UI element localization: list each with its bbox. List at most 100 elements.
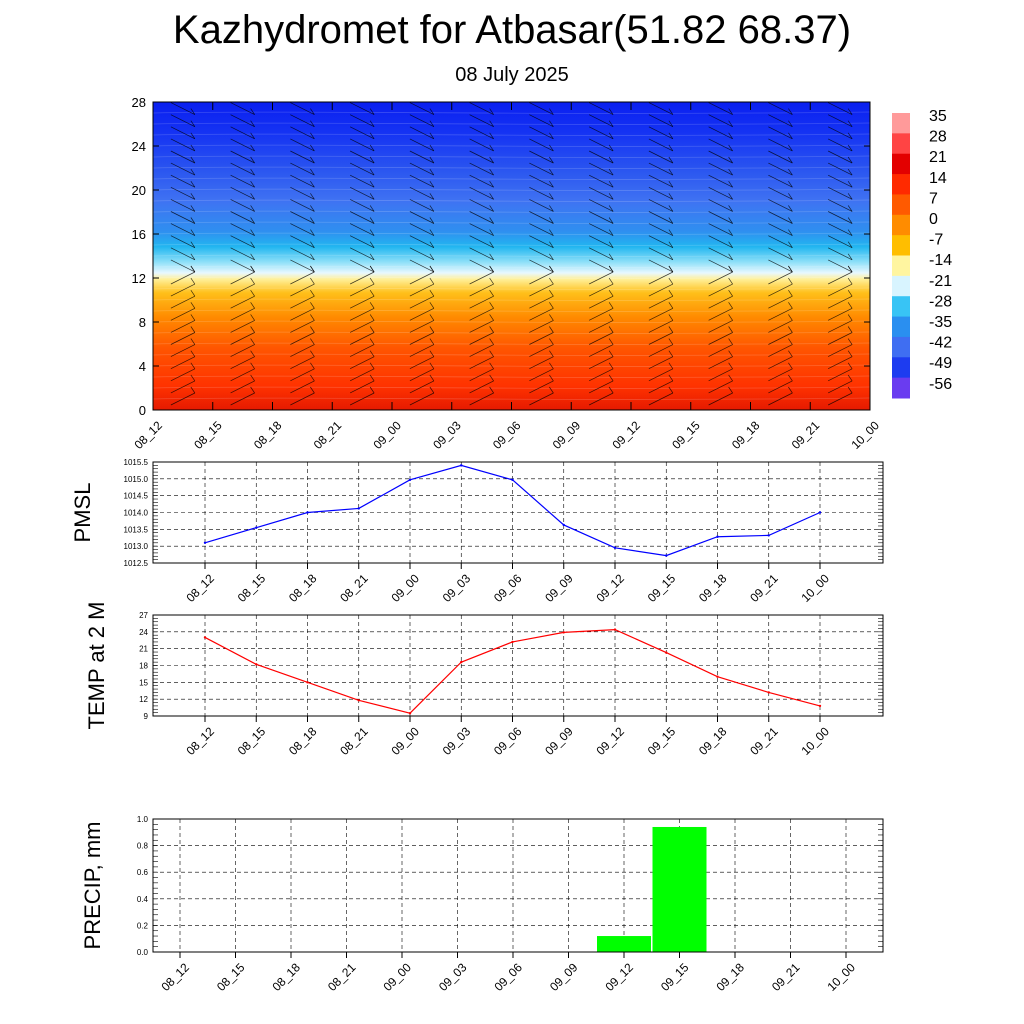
- wind-barb-flag: [429, 241, 435, 248]
- wind-barb: [469, 126, 494, 140]
- wind-barb: [290, 235, 315, 249]
- wind-barb: [409, 392, 435, 406]
- wind-barb: [648, 162, 674, 176]
- wind-barb: [708, 223, 733, 236]
- wind-barb: [290, 126, 315, 140]
- wind-barb: [409, 271, 435, 285]
- wind-barb: [827, 320, 853, 333]
- contour-line: [152, 364, 871, 367]
- wind-barb: [529, 102, 554, 115]
- wind-barb: [409, 223, 435, 236]
- x-tick-label: 08_21: [311, 418, 345, 452]
- wind-barb-flag: [788, 181, 793, 188]
- wind-barb: [708, 283, 733, 297]
- wind-barb-flag: [728, 386, 733, 394]
- x-tick-label: 09_00: [380, 960, 414, 994]
- wind-barb-flag: [668, 132, 674, 139]
- wind-barb: [588, 259, 614, 273]
- wind-barb-flag: [847, 193, 853, 200]
- wind-barb-flag: [310, 217, 315, 224]
- wind-barb: [349, 271, 375, 285]
- colorbar-swatch: [892, 316, 910, 338]
- colorbar-label: -49: [929, 355, 952, 372]
- wind-barb: [529, 392, 554, 406]
- wind-barb-flag: [369, 144, 375, 152]
- wind-barb-flag: [369, 302, 375, 309]
- temp-point: [613, 628, 617, 631]
- wind-barb-flag: [310, 386, 315, 394]
- wind-barb-flag: [788, 205, 793, 212]
- temp-point: [255, 663, 258, 666]
- colorbar-swatch: [892, 377, 910, 399]
- wind-barb: [588, 174, 614, 188]
- wind-barb-flag: [190, 362, 196, 369]
- wind-barb: [708, 150, 733, 164]
- wind-barb: [768, 138, 793, 152]
- y-tick-label: 1013.0: [124, 542, 149, 551]
- wind-barb-flag: [668, 217, 674, 224]
- wind-barb-flag: [310, 168, 315, 176]
- wind-barb-flag: [549, 193, 554, 200]
- wind-barb-flag: [429, 386, 435, 394]
- wind-barb: [588, 332, 614, 345]
- colorbar-swatch: [892, 133, 910, 155]
- wind-barb-flag: [788, 168, 793, 176]
- wind-barb: [469, 320, 494, 333]
- wind-barb-flag: [788, 108, 793, 115]
- colorbar-label: 7: [929, 190, 938, 207]
- wind-barb-flag: [847, 302, 853, 309]
- wind-barb: [529, 235, 554, 249]
- wind-barb-flag: [608, 108, 614, 115]
- contour-line: [152, 276, 871, 279]
- y-tick-label: 1014.5: [124, 492, 149, 501]
- wind-barb: [409, 150, 435, 164]
- y-tick-label: 12: [132, 271, 146, 286]
- wind-barb-flag: [190, 193, 196, 200]
- wind-barb: [648, 150, 674, 164]
- x-tick-label: 09_21: [747, 724, 781, 758]
- temp-point: [203, 636, 207, 639]
- wind-barb-flag: [190, 338, 196, 345]
- wind-barb-flag: [728, 362, 733, 369]
- contour-line: [152, 166, 871, 169]
- wind-barb: [768, 126, 793, 140]
- wind-barb-flag: [429, 326, 435, 333]
- x-tick-label: 08_15: [214, 960, 248, 994]
- wind-barb-flag: [250, 181, 255, 188]
- wind-barb-flag: [549, 386, 554, 394]
- pmsl-point: [460, 464, 463, 467]
- colorbar-label: 28: [929, 129, 947, 146]
- wind-barb: [409, 307, 435, 321]
- wind-barb: [648, 332, 674, 345]
- pmsl-point: [408, 478, 412, 482]
- x-tick-label: 09_09: [547, 960, 581, 994]
- wind-barb: [469, 247, 494, 261]
- y-tick-label: 28: [132, 95, 146, 110]
- wind-barb-flag: [549, 314, 554, 321]
- wind-barb-flag: [608, 386, 614, 394]
- wind-barb: [230, 235, 255, 249]
- wind-barb: [827, 392, 853, 406]
- wind-barb: [290, 186, 315, 200]
- wind-barb: [648, 344, 674, 357]
- wind-barb: [349, 368, 375, 382]
- wind-barb-flag: [847, 132, 853, 139]
- colorbar-swatch: [892, 275, 910, 297]
- wind-barb-flag: [668, 362, 674, 369]
- precip-bar: [652, 826, 707, 952]
- wind-barb: [349, 307, 375, 321]
- wind-barb-flag: [429, 108, 435, 115]
- x-tick-label: 09_03: [430, 418, 464, 452]
- wind-barb-flag: [489, 144, 494, 152]
- x-tick-label: 09_12: [593, 724, 627, 758]
- wind-barb: [170, 211, 196, 224]
- wind-barb: [170, 344, 196, 357]
- wind-barb-flag: [369, 241, 375, 248]
- chart-subtitle: 08 July 2025: [455, 64, 569, 86]
- wind-barb: [230, 320, 255, 333]
- wind-barb: [409, 126, 435, 140]
- wind-barb-flag: [728, 120, 733, 127]
- wind-barb: [290, 283, 315, 297]
- wind-barb-flag: [608, 229, 614, 236]
- wind-barb: [290, 102, 315, 115]
